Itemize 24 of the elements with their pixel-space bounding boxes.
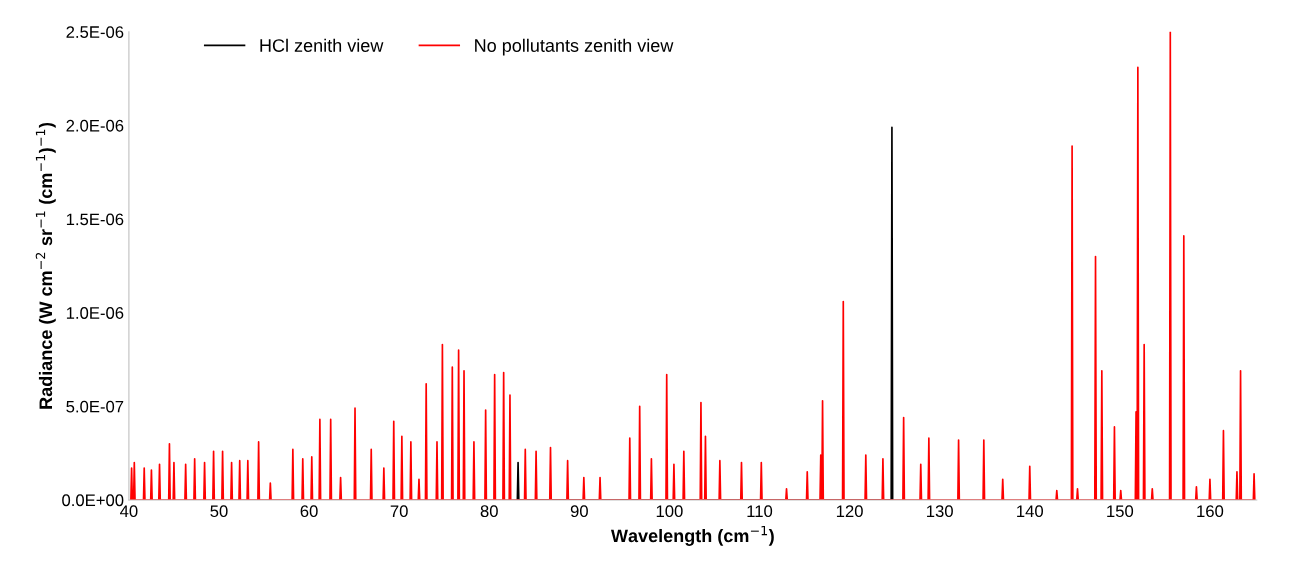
x-tick-label: 90 [570,505,588,518]
x-tick-label: 70 [390,505,408,518]
legend-label: HCl zenith view [260,38,384,52]
x-tick-label: 160 [1197,505,1224,518]
x-tick-label: 40 [120,505,138,518]
legend-label: No pollutants zenith view [475,38,674,56]
x-tick-label: 120 [836,505,863,518]
x-tick-label: 50 [210,505,228,518]
y-tick-label: 2.5E-06 [66,26,124,38]
text: Radiance (W cm$^{−2}$ sr$^{−1}$ (cm$^{−1}$)$^{−1}$) [35,122,56,409]
y-tick-label: 0.0E+00 [62,494,124,507]
x-tick-label: 100 [656,505,683,518]
x-tick-label: 60 [300,505,318,518]
y-tick-label: 5.0E-07 [66,400,124,413]
x-tick-label: 110 [747,505,773,518]
y-tick-label: 2.0E-06 [66,119,124,132]
line-series [130,31,1256,500]
x-tick-label: 130 [927,505,953,518]
y-tick-label: 1.0E-06 [66,307,124,319]
y-tick-label: 1.5E-06 [66,213,124,226]
x-tick-label: 80 [480,505,498,518]
x-tick-label: 150 [1107,505,1134,518]
x-axis-title: Wavelength (cm$^{−1}$) [610,525,774,546]
x-tick-label: 140 [1017,505,1044,518]
